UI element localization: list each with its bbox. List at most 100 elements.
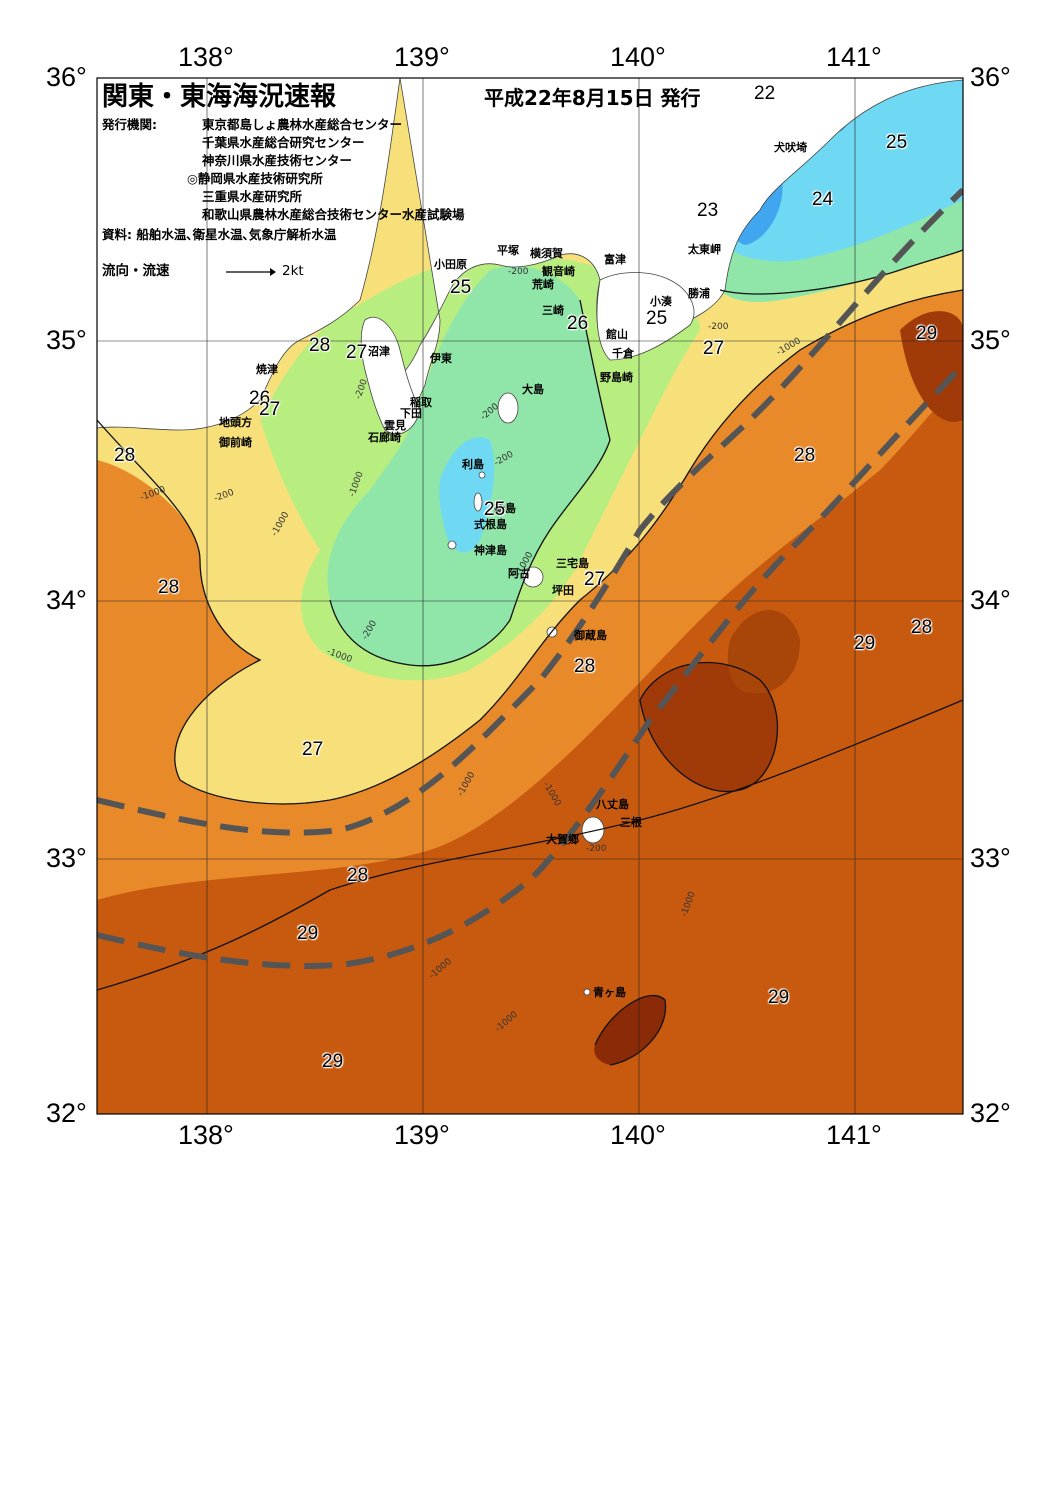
- place-kannonzaki: 観音崎: [542, 265, 575, 278]
- place-kozushima: 神津島: [474, 544, 507, 557]
- temperature-label: 25: [646, 308, 668, 329]
- temperature-label: 28: [114, 445, 136, 466]
- place-jitogata: 地頭方: [219, 416, 252, 429]
- map-title: 関東・東海海況速報: [102, 82, 337, 112]
- lat-label-left-32: 32°: [46, 1098, 87, 1128]
- place-shikinejima: 式根島: [474, 518, 507, 531]
- place-taitomisaki: 太東岬: [688, 243, 721, 256]
- zone-30-ne: [900, 311, 963, 422]
- current-legend-label: 流向・流速: [102, 263, 170, 279]
- temperature-label: 27: [259, 399, 281, 420]
- lon-label-bottom-139: 139°: [394, 1120, 450, 1150]
- current-arrow-icon: [226, 268, 276, 276]
- temperature-label: 29: [916, 323, 938, 344]
- land-boso: [596, 272, 695, 361]
- issuer-4: ◎静岡県水産技術研究所: [187, 171, 323, 186]
- lon-label-bottom-141: 141°: [826, 1120, 882, 1150]
- place-misaki: 三崎: [542, 304, 564, 317]
- lon-label-top-138: 138°: [178, 42, 234, 72]
- temperature-label: 29: [297, 923, 319, 944]
- oshima-island: [497, 392, 519, 424]
- isotherm-line: [329, 299, 611, 667]
- place-numazu: 沼津: [368, 345, 390, 358]
- temperature-label: 27: [584, 569, 606, 590]
- temperature-label: 26: [567, 313, 589, 334]
- issuer-6: 和歌山県農林水産総合技術センター水産試験場: [202, 207, 465, 222]
- lat-label-right-36: 36°: [970, 62, 1011, 92]
- temperature-label: 23: [697, 200, 719, 221]
- lat-label-right-32: 32°: [970, 1098, 1011, 1128]
- temperature-label: 29: [322, 1051, 344, 1072]
- temperature-label: 24: [812, 189, 834, 210]
- lat-label-left-36: 36°: [46, 62, 87, 92]
- temperature-label: 26: [249, 388, 271, 409]
- issuer-2: 千葉県水産総合研究センター: [202, 135, 365, 150]
- kozushima-island: [447, 540, 457, 550]
- zone-29-cell: [727, 610, 800, 694]
- temperature-label: 28: [574, 656, 596, 677]
- place-tsubota: 坪田: [552, 584, 574, 597]
- place-niijima: 新島: [494, 502, 516, 515]
- lat-label-right-35: 35°: [970, 325, 1011, 355]
- temperature-label: 29: [768, 987, 790, 1008]
- place-tateyama: 館山: [606, 328, 628, 341]
- place-oshima: 大島: [522, 383, 544, 396]
- kuroshio-north-edge: [97, 187, 963, 836]
- temperature-label: 28: [347, 865, 369, 886]
- place-yokosuka: 横須賀: [530, 247, 563, 260]
- place-mitsune: 三根: [620, 816, 642, 829]
- place-hachijojima: 八丈島: [596, 798, 629, 811]
- aogashima-island: [583, 988, 591, 996]
- place-inatori: 稲取: [410, 396, 432, 409]
- temperature-label: 28: [911, 617, 933, 638]
- data-sources: 資料: 船舶水温､衛星水温､気象庁解析水温: [102, 227, 337, 242]
- temperature-label: 25: [886, 132, 908, 153]
- lat-label-left-33: 33°: [46, 843, 87, 873]
- land-izu: [360, 317, 421, 435]
- zone-30-south: [594, 995, 666, 1065]
- temperature-label: 25: [450, 277, 472, 298]
- place-futtsu: 富津: [604, 253, 626, 266]
- temperature-label: 22: [754, 83, 776, 104]
- temperature-label: 27: [302, 739, 324, 760]
- zone-24-izu: [439, 437, 495, 553]
- place-ako: 阿古: [508, 567, 530, 580]
- depth-label: -200: [586, 844, 607, 854]
- lat-label-right-34: 34°: [970, 585, 1011, 615]
- temperature-label: 27: [346, 342, 368, 363]
- temperature-label: 28: [794, 445, 816, 466]
- depth-label: -200: [508, 267, 529, 277]
- place-shimoda: 下田: [400, 407, 422, 420]
- map-frame: [96, 77, 964, 1115]
- place-katsuura: 勝浦: [688, 287, 710, 300]
- current-legend-speed: 2kt: [282, 263, 304, 279]
- place-mikurajima: 御蔵島: [574, 629, 607, 642]
- place-ito: 伊東: [430, 352, 452, 365]
- isotherm-line: [97, 699, 963, 991]
- temperature-label: 28: [309, 335, 331, 356]
- place-omaezaki: 御前崎: [219, 436, 252, 449]
- place-aogashima: 青ヶ島: [593, 986, 626, 999]
- place-irozaki: 石廊崎: [368, 431, 401, 444]
- depth-label: -200: [708, 322, 729, 332]
- place-kumomi: 雲見: [384, 419, 406, 432]
- place-okago: 大賀郷: [546, 833, 579, 846]
- zone-30-east: [640, 662, 778, 792]
- issue-date: 平成22年8月15日 発行: [484, 86, 701, 110]
- temperature-label: 28: [158, 577, 180, 598]
- lon-label-top-140: 140°: [610, 42, 666, 72]
- place-odawara: 小田原: [434, 258, 467, 271]
- place-inubozaki: 犬吠埼: [774, 141, 807, 154]
- temperature-label: 29: [854, 633, 876, 654]
- lat-label-left-34: 34°: [46, 585, 87, 615]
- lon-label-bottom-140: 140°: [610, 1120, 666, 1150]
- place-toshima: 利島: [462, 458, 484, 471]
- place-miyakejima: 三宅島: [556, 557, 589, 570]
- lon-label-bottom-138: 138°: [178, 1120, 234, 1150]
- isotherm-line: [97, 289, 963, 805]
- temperature-label: 27: [703, 338, 725, 359]
- lat-label-right-33: 33°: [970, 843, 1011, 873]
- issuers-label: 発行機関:: [102, 117, 157, 132]
- zone-29-belt: [97, 380, 963, 990]
